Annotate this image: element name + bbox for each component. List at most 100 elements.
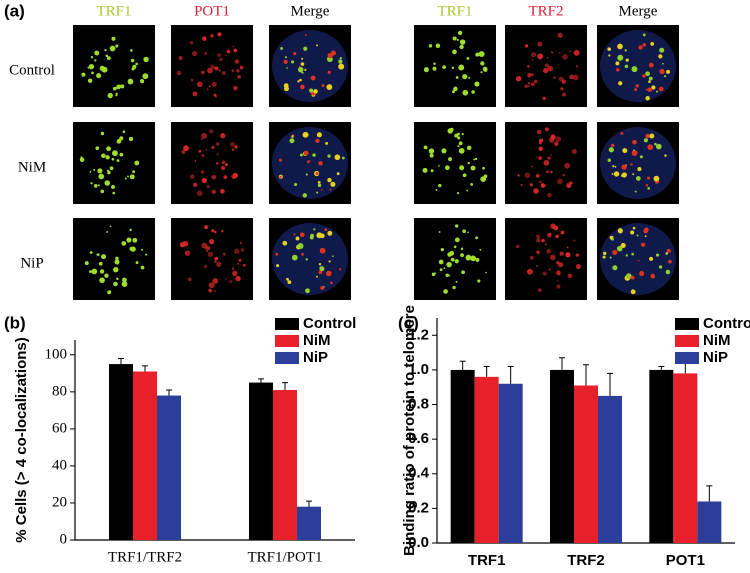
legend-label: NiM [703, 332, 731, 349]
spot [235, 275, 241, 282]
spot [121, 281, 128, 288]
spot [225, 54, 227, 57]
spot [116, 262, 119, 265]
spot [145, 253, 148, 256]
spot [98, 261, 103, 266]
spot [527, 72, 532, 78]
spot [284, 86, 289, 92]
spot [655, 253, 660, 257]
spot [550, 223, 556, 229]
spot [617, 43, 623, 50]
spot [531, 58, 534, 61]
spot [616, 68, 620, 72]
spot [113, 266, 119, 273]
spot [135, 261, 139, 265]
spot [569, 50, 572, 53]
spot [546, 170, 549, 174]
spot [467, 231, 469, 234]
spot [221, 160, 226, 165]
spot [214, 290, 216, 293]
column-header: Merge [619, 3, 658, 19]
spot [542, 271, 547, 276]
spot [94, 59, 97, 62]
spot [233, 48, 238, 53]
spot [620, 131, 624, 135]
spot [439, 268, 443, 272]
spot [310, 75, 316, 81]
nucleus [272, 127, 348, 199]
y-tick-label: 0.6 [408, 430, 429, 447]
column-header: TRF1 [96, 3, 131, 19]
spot [647, 186, 650, 190]
spot [329, 188, 332, 191]
spot [449, 127, 454, 132]
spot [635, 176, 641, 181]
spot [324, 228, 328, 231]
spot [462, 74, 468, 80]
spot [622, 148, 628, 154]
spot [111, 36, 116, 41]
spot [109, 45, 116, 52]
spot [561, 79, 567, 85]
spot [119, 152, 124, 157]
micrograph [505, 218, 587, 300]
spot [100, 131, 105, 136]
spot [515, 244, 520, 249]
spot [319, 247, 326, 254]
spot [313, 228, 316, 231]
spot [422, 167, 428, 173]
error-bar [459, 360, 466, 370]
error-bar [142, 365, 148, 372]
spot [301, 57, 304, 60]
spot [201, 154, 205, 157]
spot [100, 189, 105, 194]
y-tick-label: 0 [60, 531, 68, 547]
spot [607, 47, 611, 51]
spot [569, 74, 574, 80]
bar [498, 383, 523, 543]
legend-swatch [275, 352, 299, 364]
spot [612, 249, 618, 255]
bar [598, 395, 622, 543]
spot [474, 81, 480, 87]
spot [303, 150, 309, 156]
micrograph-bg [171, 122, 253, 204]
spot [459, 32, 462, 35]
spot [428, 44, 433, 48]
spot [197, 81, 203, 88]
spot [536, 238, 541, 243]
spot [524, 84, 528, 89]
spot [132, 170, 136, 174]
spot [217, 53, 222, 58]
spot [79, 157, 85, 162]
spot [616, 245, 623, 252]
spot [213, 93, 217, 97]
spot [475, 257, 480, 262]
spot [442, 65, 446, 69]
spot [142, 73, 149, 80]
spot [203, 264, 208, 269]
spot [445, 273, 450, 277]
spot [88, 63, 95, 70]
spot [97, 168, 103, 174]
spot [631, 66, 638, 73]
spot [441, 148, 447, 154]
spot [211, 175, 214, 178]
spot [211, 229, 215, 233]
spot [232, 172, 238, 179]
spot [555, 136, 562, 143]
y-tick-label: 1.0 [408, 361, 429, 378]
spot [649, 256, 654, 261]
spot [529, 255, 534, 260]
spot [470, 255, 477, 262]
spot [312, 153, 316, 157]
micrograph [505, 122, 587, 204]
spot [325, 141, 329, 145]
spot [543, 159, 550, 166]
spot [104, 180, 111, 186]
spot [214, 256, 219, 261]
spot [304, 34, 307, 36]
spot [452, 36, 457, 41]
spot [234, 248, 240, 254]
spot [298, 65, 301, 68]
